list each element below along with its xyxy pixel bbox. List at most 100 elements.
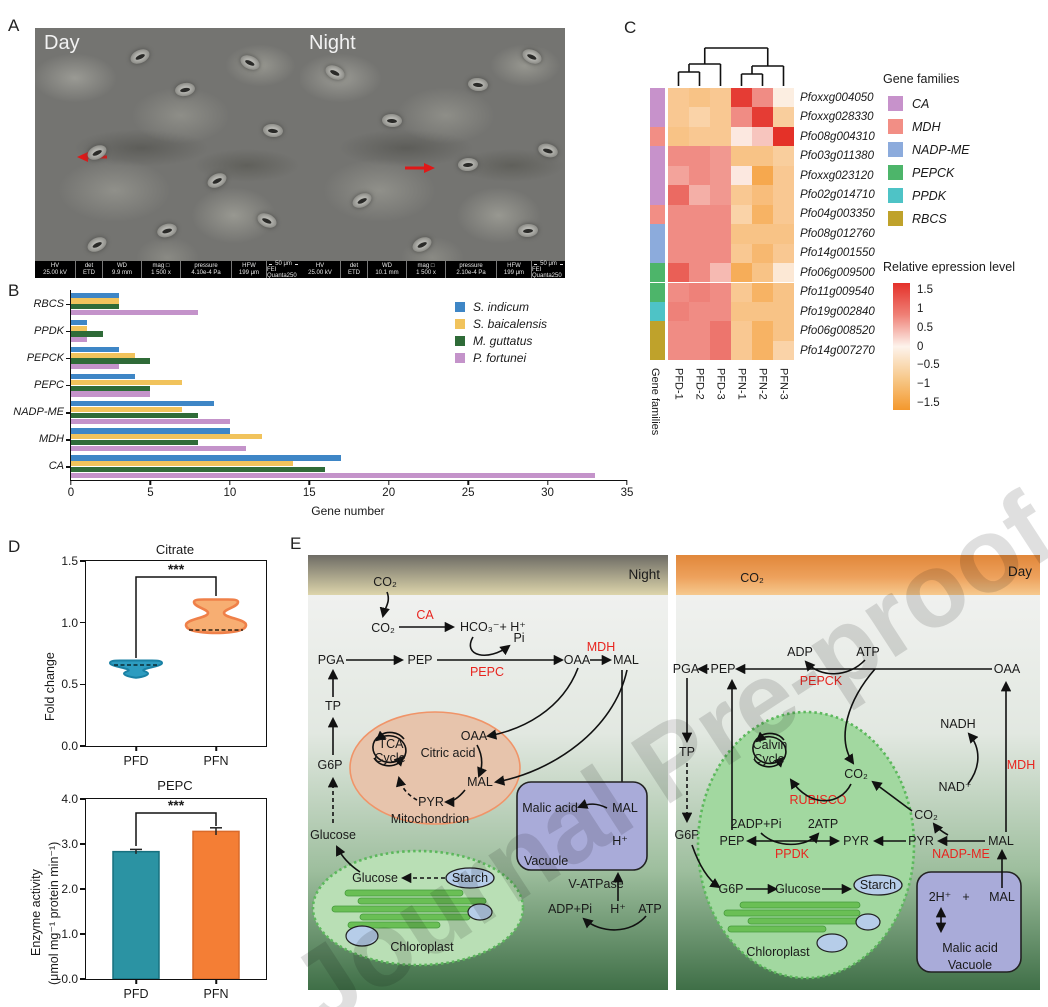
x-axis-tick: [308, 480, 310, 485]
family-legend-label: CA: [912, 97, 930, 111]
day-tp: TP: [679, 745, 695, 759]
heatmap-cell: [710, 107, 731, 127]
plastoglobule: [467, 903, 493, 921]
family-legend-swatch: [888, 211, 903, 226]
bar-PEPCK-Sindicum: [71, 346, 119, 353]
stoma-shape: [467, 76, 489, 93]
day-plastoglobule: [855, 913, 881, 931]
family-sidebar-cell: [650, 340, 665, 361]
day-starch-granule: [853, 874, 903, 896]
stoma-shape: [410, 234, 434, 255]
day-g6p-in: G6P: [718, 882, 743, 896]
day-vacuole-label: Vacuole: [948, 958, 992, 972]
family-sidebar-cell: [650, 107, 665, 127]
v-atpase-label: V-ATPase: [568, 877, 623, 891]
tp: TP: [325, 699, 341, 713]
bar-MDH-Sindicum: [71, 428, 230, 434]
sem-meta-header: HFW: [507, 262, 521, 269]
family-sidebar-cell: [650, 301, 665, 322]
family-legend-label: MDH: [912, 120, 941, 134]
gene-label: Pfo19g002840: [800, 305, 875, 318]
sem-meta-value: 25.00 kV: [308, 270, 332, 277]
bar-category-label: CA: [48, 460, 64, 473]
stoma-shape: [520, 46, 544, 67]
expression-colorbar: [893, 283, 910, 410]
day-vacuole-mal: MAL: [989, 890, 1015, 904]
significance-bracket: [135, 812, 217, 846]
family-legend-swatch: [888, 119, 903, 134]
family-sidebar-cell: [650, 263, 665, 283]
violin-x-label-PFD: PFD: [123, 754, 149, 768]
day-header: Day: [1008, 564, 1032, 579]
category-tick: [66, 466, 71, 468]
heatmap-cell: [752, 126, 773, 147]
vacuole-shape: [516, 781, 648, 871]
mitochondrion-label: Mitochondrion: [391, 812, 470, 826]
heatmap-cell: [731, 301, 752, 322]
heatmap-cell: [668, 165, 689, 186]
day-2adp-pi: 2ADP+Pi: [730, 817, 781, 831]
day-glucose: Glucose: [775, 882, 821, 896]
gene-label: Pfo04g003350: [800, 208, 875, 221]
gene-label: Pfo03g011380: [800, 150, 874, 163]
day-co2-in: CO₂: [844, 767, 868, 781]
bar-RBCS-Sbaicalensis: [71, 298, 119, 304]
scale-bar-line: [533, 263, 538, 265]
bar-x-label-PFD: PFD: [123, 987, 149, 1001]
panel-d-pepc-bar-chart: PEPC Enzyme activity (μmol mg⁻¹ protein …: [15, 778, 283, 1007]
mito-mal: MAL: [467, 775, 493, 789]
bar-MDH-Sbaicalensis: [71, 434, 262, 440]
bar-chart-canvas: ***: [112, 797, 240, 980]
sem-meta-value: 2.10e-4 Pa: [456, 270, 486, 277]
heatmap-cell: [773, 165, 794, 186]
sem-meta-column: HFW 199 μm: [232, 261, 267, 278]
bar-category-label: PEPCK: [26, 351, 64, 364]
heatmap-cell: [710, 165, 731, 186]
bar-MDH-Mguttatus: [71, 439, 199, 446]
bar-RBCS-Pfortunei: [71, 310, 199, 316]
x-axis-tick-label: 20: [382, 487, 396, 499]
bar-RBCS-Sindicum: [71, 292, 119, 298]
day-pyr-in: PYR: [843, 834, 869, 848]
sem-meta-column: mag □ 1 500 x: [142, 261, 181, 278]
x-axis-tick: [467, 480, 469, 485]
violin-y-tick: [80, 560, 86, 562]
sem-image-night: Night HV 25.00 kV det ETD WD 10.1 mm mag □ 1 50…: [300, 28, 565, 278]
x-axis-tick-label: 15: [302, 487, 316, 499]
heatmap-cell: [773, 224, 794, 244]
stoma-shape: [381, 113, 403, 128]
family-legend-swatch: [888, 165, 903, 180]
stoma-shape: [255, 210, 279, 231]
sem-metadata-bar-day: HV 25.00 kV det ETD WD 9.9 mm mag □ 1 500 x pres…: [35, 261, 300, 278]
violin-plot-frame: *** 0.0 0.5 1.0 1.5 PFD PFN: [61, 554, 267, 768]
bar-y-tick: [80, 978, 86, 980]
sem-meta-header: det: [84, 262, 94, 269]
pep: PEP: [407, 653, 432, 667]
day-pyr-cytosol: PYR: [908, 834, 934, 848]
day-vacuole-shape: [916, 871, 1022, 973]
bar-x-label-PFN: PFN: [203, 987, 229, 1001]
day-vacuole-malic-acid: Malic acid: [942, 941, 998, 955]
bar-y-axis-label-2: (μmol mg⁻¹ protein min⁻¹): [47, 841, 61, 985]
heatmap-cell: [689, 126, 710, 147]
day-adp: ADP: [787, 645, 813, 659]
heatmap-cell: [752, 185, 773, 205]
heatmap-cell: [752, 243, 773, 264]
family-sidebar-cell: [650, 243, 665, 264]
bar-CA-Sbaicalensis: [71, 461, 294, 467]
heatmap-cell: [689, 301, 710, 322]
scale-bar-label: 50 μm: [275, 261, 292, 267]
x-axis-tick-label: 25: [461, 487, 475, 499]
heatmap-cell: [773, 263, 794, 283]
heatmap-cell: [689, 224, 710, 244]
sem-meta-column: HFW 199 μm: [497, 261, 532, 278]
violin-pfd: [108, 659, 164, 679]
sem-meta-column: det ETD: [341, 261, 368, 278]
violin-y-tick-label: 1.5: [61, 554, 78, 568]
bar-y-tick: [80, 798, 86, 800]
heatmap-cell: [773, 185, 794, 205]
bar-PEPCK-Sbaicalensis: [71, 352, 135, 358]
heatmap-row-axis-label: Gene families: [649, 368, 661, 436]
panel-a-sem-micrographs: Day HV 25.00 kV det ETD WD 9.9 mm mag □ 1 500 x…: [35, 28, 565, 278]
bar-NADP-ME-Sbaicalensis: [71, 406, 183, 413]
